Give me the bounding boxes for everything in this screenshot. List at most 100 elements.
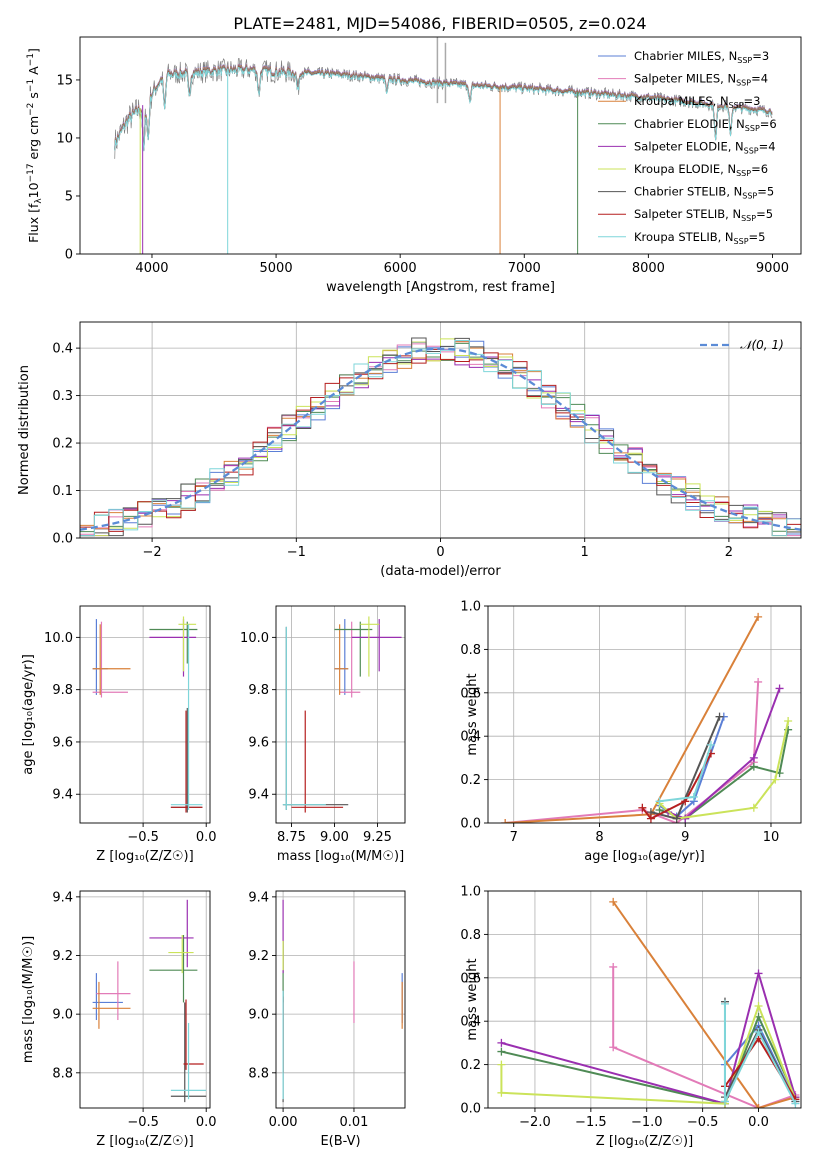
age_vs_Z-frame xyxy=(79,605,211,824)
spectrum-ylabel-part: erg cm xyxy=(26,116,41,164)
mass_vs_Z-ylabel: mass [log₁₀(M/M☉)] xyxy=(21,936,36,1063)
legend-model-name: Salpeter MILES, N xyxy=(634,72,736,86)
spectrum-ylabel-part: ] xyxy=(26,48,41,53)
weight_vs_age-frame xyxy=(487,605,802,824)
weight_vs_Z-xtick-label: −2.0 xyxy=(519,1115,551,1130)
legend-ssp-sub: SSP xyxy=(729,101,744,110)
spectrum-xtick-label: 4000 xyxy=(135,261,168,276)
legend-entry: Kroupa STELIB, NSSP=5 xyxy=(634,230,765,246)
weight-marker xyxy=(754,612,763,621)
figure-title: PLATE=2481, MJD=54086, FIBERID=0505, z=0… xyxy=(233,14,646,33)
age_vs_Z-xlabel: Z [log₁₀(Z/Z☉)] xyxy=(96,849,193,864)
age_vs_Z-ylabel: age [log₁₀(age/yr)] xyxy=(21,654,36,775)
weight-marker xyxy=(497,1088,506,1097)
weight_vs_age-xtick-label: 10 xyxy=(763,830,780,845)
weight-marker xyxy=(655,797,664,806)
weight-marker xyxy=(791,1099,800,1108)
weight_vs_age-xtick-label: 9 xyxy=(681,830,689,845)
legend-entry: Salpeter STELIB, NSSP=5 xyxy=(634,207,773,223)
spectrum-ylabel-part: A xyxy=(26,66,41,79)
legend-nssp: =5 xyxy=(756,207,773,221)
weight_vs_age-ytick-label: 0.0 xyxy=(460,817,481,832)
mass_vs_ebv-ytick-label: 9.0 xyxy=(248,1008,269,1023)
age_vs_Z-ytick-label: 9.6 xyxy=(52,735,73,750)
spectrum-plot-area xyxy=(114,37,773,254)
legend-nssp: =4 xyxy=(759,139,776,153)
weight-marker xyxy=(609,1043,618,1052)
spectrum-model-line xyxy=(114,66,773,152)
age_vs_Z-ytick-label: 9.8 xyxy=(52,683,73,698)
weight_vs_Z-xtick-label: −1.0 xyxy=(631,1115,663,1130)
legend-ssp-sub: SSP xyxy=(744,146,759,155)
weight-marker xyxy=(497,1038,506,1047)
spectrum-xtick-label: 9000 xyxy=(756,261,789,276)
weight-line xyxy=(724,1036,797,1100)
residuals-xtick-label: −2 xyxy=(143,545,162,560)
normal-curve xyxy=(80,347,801,531)
mass_vs_Z-ytick-label: 8.8 xyxy=(52,1066,73,1081)
weight_vs_age-ytick-label: 1.0 xyxy=(460,600,481,615)
weight-marker xyxy=(754,1104,763,1108)
legend-nssp: =6 xyxy=(760,117,777,131)
age_vs_mass-ytick-label: 9.6 xyxy=(248,735,269,750)
mass_vs_ebv-xtick-label: 0.00 xyxy=(269,1115,298,1130)
residuals-ytick-label: 0.1 xyxy=(52,484,73,499)
age_vs_Z-ytick-label: 9.4 xyxy=(52,788,73,803)
spectrum-ytick-label: 10 xyxy=(56,131,73,146)
weight_vs_age-xtick-label: 8 xyxy=(595,830,603,845)
age_vs_Z-panel: −0.5 0.0 9.4 9.6 9.8 10.0 Z [log₁₀(Z/Z☉)] age [… xyxy=(21,605,217,864)
weight-line xyxy=(612,966,796,1108)
weight-marker xyxy=(706,740,715,749)
age_vs_mass-ytick-label: 10.0 xyxy=(240,631,269,646)
weight-marker xyxy=(749,803,758,812)
histogram-series xyxy=(80,348,801,536)
weight_vs_Z-panel: −2.0 −1.5 −1.0 −0.5 0.0 0.0 0.2 0.4 0.6 0.8 1.0 Z [… xyxy=(460,885,802,1149)
spectrum-xtick-label: 8000 xyxy=(632,261,665,276)
mass_vs_Z-xtick-label: 0.0 xyxy=(196,1115,217,1130)
weight-line xyxy=(501,969,797,1105)
weight-line xyxy=(505,681,760,823)
weight_vs_Z-xtick-label: −1.5 xyxy=(575,1115,607,1130)
legend-model-name: Kroupa STELIB, N xyxy=(634,230,734,244)
spectrum-ylabel-part: −17 xyxy=(26,163,36,182)
age_vs_mass-xlabel: mass [log₁₀(M/M☉)] xyxy=(277,849,404,864)
mass_vs_Z-ytick-label: 9.2 xyxy=(52,949,73,964)
weight-marker xyxy=(754,1002,763,1011)
residuals-xtick-label: −1 xyxy=(287,545,306,560)
legend-ssp-sub: SSP xyxy=(737,56,752,65)
age_vs_mass-plot-area xyxy=(282,616,402,813)
spectrum-ylabel-part: −2 xyxy=(26,103,36,116)
spectrum-ylabel-part: λ xyxy=(34,198,44,204)
weight-marker xyxy=(775,684,784,693)
weight_vs_age-xtick-label: 7 xyxy=(510,830,518,845)
mass_vs_ebv-ytick-label: 8.8 xyxy=(248,1066,269,1081)
weight-marker xyxy=(784,717,793,726)
residuals-ytick-label: 0.3 xyxy=(52,389,73,404)
mass_vs_Z-frame xyxy=(79,890,211,1109)
legend-model-name: Kroupa ELODIE, N xyxy=(634,162,736,176)
weight-marker xyxy=(720,1097,729,1106)
weight-marker xyxy=(497,1060,506,1069)
weight-marker xyxy=(638,803,647,812)
legend-nssp: =5 xyxy=(749,230,766,244)
mass_vs_ebv-ytick-label: 9.2 xyxy=(248,949,269,964)
weight-marker xyxy=(720,999,729,1008)
spectrum-ylabel-part: s xyxy=(26,92,41,103)
weight_vs_age-xlabel: age [log₁₀(age/yr)] xyxy=(584,849,705,864)
age_vs_mass-xtick-label: 9.25 xyxy=(363,830,392,845)
mass_vs_Z-xlabel: Z [log₁₀(Z/Z☉)] xyxy=(96,1134,193,1149)
legend-model-name: Kroupa MILES, N xyxy=(634,94,729,108)
legend-nssp: =6 xyxy=(751,162,768,176)
weight_vs_age-ytick-label: 0.6 xyxy=(460,686,481,701)
weight-marker xyxy=(754,677,763,686)
weight-marker xyxy=(609,897,618,906)
weight-marker xyxy=(672,814,681,823)
age_vs_mass-ytick-label: 9.4 xyxy=(248,788,269,803)
legend-ssp-sub: SSP xyxy=(736,169,751,178)
mass_vs_ebv-xlabel: E(B-V) xyxy=(320,1134,360,1149)
spectrum-panel: 4000 5000 6000 7000 8000 9000 0 5 10 15 wavelength… xyxy=(26,36,802,295)
weight-marker xyxy=(715,712,724,721)
legend-ssp-sub: SSP xyxy=(736,79,751,88)
spectrum-xlabel: wavelength [Angstrom, rest frame] xyxy=(326,280,555,295)
